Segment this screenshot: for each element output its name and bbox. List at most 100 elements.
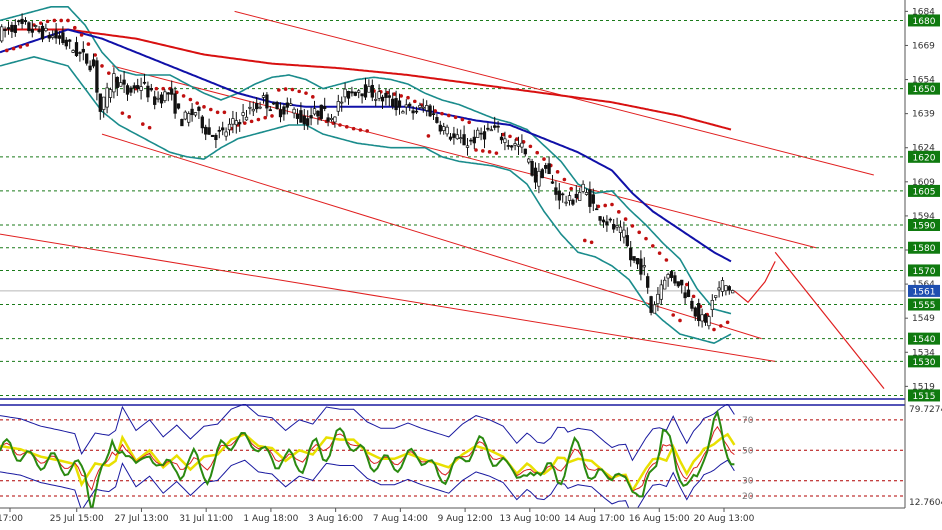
candle-body-179: [608, 218, 612, 221]
candle-body-76: [258, 106, 262, 109]
candle-body-143: [486, 127, 490, 130]
candle-body-185: [629, 247, 633, 261]
sar-dot-142: [481, 149, 485, 153]
candle-body-173: [588, 189, 592, 207]
lower-band: [0, 55, 732, 345]
sar-dot-168: [569, 186, 573, 191]
current-price-label: 1561: [913, 287, 936, 297]
sar-dot-146: [494, 151, 499, 155]
time-tick-label-11: 20 Aug 13:00: [694, 514, 755, 524]
candle-body-93: [316, 110, 320, 117]
candle-body-33: [112, 73, 116, 93]
sar-dot-194: [657, 251, 662, 255]
sar-dot-74: [249, 119, 254, 124]
sar-dot-100: [338, 123, 342, 127]
sar-dot-178: [603, 203, 607, 208]
time-tick-label-2: 27 Jul 13:00: [114, 514, 168, 524]
candle-body-175: [595, 208, 599, 211]
sar-dot-210: [712, 327, 716, 332]
candlesticks: [0, 13, 735, 330]
level-badge-label-7: 1555: [913, 301, 936, 311]
candle-body-29: [98, 93, 102, 112]
candle-body-80: [272, 102, 276, 105]
time-tick-label-4: 1 Aug 18:00: [243, 514, 298, 524]
candle-body-95: [323, 106, 327, 109]
candle-body-39: [132, 85, 136, 89]
candle-body-51: [173, 93, 177, 114]
candle-body-131: [445, 126, 449, 135]
time-tick-label-6: 7 Aug 14:00: [373, 514, 428, 524]
candle-body-19: [64, 39, 68, 47]
candle-body-107: [363, 84, 368, 98]
level-badge-label-2: 1620: [913, 153, 936, 163]
candle-body-190: [646, 276, 650, 288]
sar-dot-158: [535, 150, 539, 155]
sar-dot-52: [175, 90, 179, 95]
candle-body-137: [465, 145, 470, 148]
candle-body-13: [44, 27, 48, 32]
current-price-badge: [908, 284, 940, 297]
candle-body-5: [17, 20, 21, 23]
candle-body-90: [306, 118, 310, 126]
candle-body-27: [91, 59, 96, 67]
sar-dot-156: [528, 144, 533, 149]
sar-dot-20: [66, 18, 70, 23]
time-tick-label-9: 14 Aug 17:00: [564, 514, 625, 524]
candle-body-24: [81, 48, 85, 53]
candle-body-96: [326, 117, 330, 122]
sar-dot-78: [263, 115, 268, 120]
candle-body-123: [418, 105, 422, 108]
oscillator-min-label: 12.7604: [909, 498, 942, 508]
candle-body-166: [564, 201, 568, 204]
sar-dot-16: [52, 18, 57, 23]
price-tick-label-6: 1594: [912, 212, 935, 222]
sar-dot-14: [45, 19, 50, 24]
candle-body-189: [642, 265, 646, 268]
candle-body-213: [724, 285, 728, 292]
candle-body-78: [265, 94, 269, 109]
sar-dot-90: [304, 91, 308, 95]
candle-body-71: [241, 112, 245, 116]
candle-body-34: [115, 76, 119, 88]
candle-body-110: [374, 98, 378, 101]
candle-body-83: [282, 106, 286, 115]
level-badge-label-1: 1650: [913, 85, 936, 95]
candle-body-178: [605, 221, 609, 226]
candle-body-163: [554, 187, 558, 195]
candle-body-77: [261, 95, 266, 98]
candle-body-155: [527, 158, 531, 163]
candle-body-148: [503, 138, 507, 143]
candle-body-200: [680, 279, 684, 286]
time-tick-label-1: 25 Jul 15:00: [50, 514, 104, 524]
candle-body-129: [438, 124, 442, 132]
level-badge-label-8: 1540: [913, 335, 936, 345]
sar-dot-126: [426, 134, 431, 138]
sar-dot-18: [59, 18, 63, 23]
time-tick-label-7: 9 Aug 12:00: [438, 514, 493, 524]
candle-body-171: [581, 183, 585, 192]
candle-body-113: [384, 92, 388, 98]
sar-dot-26: [86, 42, 91, 46]
candle-body-182: [618, 226, 623, 233]
projection-drop: [774, 251, 885, 390]
oscillator-signal: [0, 432, 736, 494]
sar-dot-46: [154, 86, 159, 91]
candle-body-195: [663, 279, 667, 290]
sar-dot-88: [297, 89, 302, 94]
sar-dot-64: [215, 110, 220, 115]
time-tick-label-8: 13 Aug 10:00: [499, 514, 560, 524]
candle-body-121: [411, 110, 415, 114]
oscillator-level-label-1: 50: [742, 446, 754, 456]
candle-body-164: [557, 191, 561, 201]
candle-body-128: [435, 117, 439, 123]
sar-dot-32: [107, 71, 111, 75]
candle-body-135: [459, 137, 463, 140]
candle-body-6: [20, 18, 24, 24]
candle-body-69: [234, 120, 238, 126]
candle-body-159: [540, 169, 544, 179]
channel-line-3: [0, 233, 776, 362]
price-tick-label-11: 1519: [912, 382, 935, 392]
sar-dot-54: [181, 94, 186, 98]
